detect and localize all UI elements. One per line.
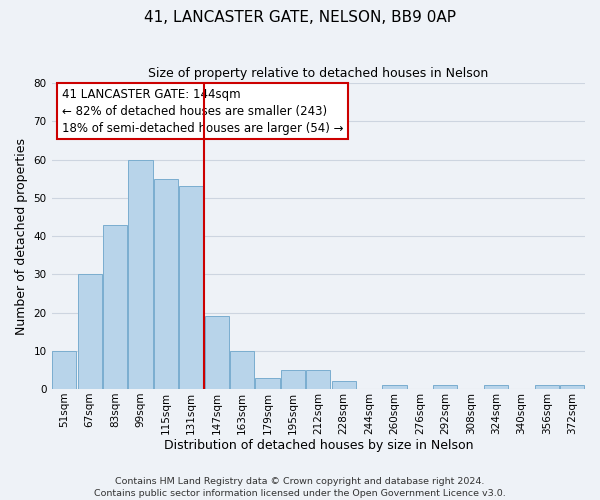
Bar (128, 160, 152, 389)
Bar (77, 274, 102, 389)
Bar (306, 370, 331, 389)
Bar (382, 385, 407, 389)
Bar (560, 385, 584, 389)
Bar (103, 224, 127, 389)
Bar (52, 351, 76, 389)
Bar (535, 385, 559, 389)
Bar (332, 382, 356, 389)
Bar (256, 378, 280, 389)
Title: Size of property relative to detached houses in Nelson: Size of property relative to detached ho… (148, 68, 488, 80)
Bar (484, 385, 508, 389)
Bar (154, 178, 178, 389)
Text: 41 LANCASTER GATE: 144sqm
← 82% of detached houses are smaller (243)
18% of semi: 41 LANCASTER GATE: 144sqm ← 82% of detac… (62, 88, 344, 134)
Text: 41, LANCASTER GATE, NELSON, BB9 0AP: 41, LANCASTER GATE, NELSON, BB9 0AP (144, 10, 456, 25)
Bar (230, 351, 254, 389)
Bar (205, 316, 229, 389)
Bar (281, 370, 305, 389)
X-axis label: Distribution of detached houses by size in Nelson: Distribution of detached houses by size … (164, 440, 473, 452)
Bar (179, 186, 203, 389)
Bar (433, 385, 457, 389)
Text: Contains HM Land Registry data © Crown copyright and database right 2024.
Contai: Contains HM Land Registry data © Crown c… (94, 476, 506, 498)
Y-axis label: Number of detached properties: Number of detached properties (15, 138, 28, 334)
